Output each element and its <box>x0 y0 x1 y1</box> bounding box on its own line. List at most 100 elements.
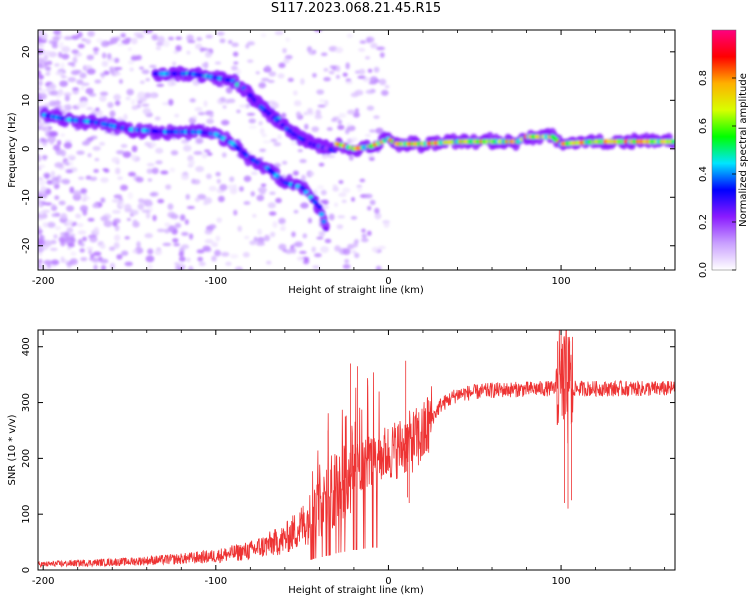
heatmap-noise-cell <box>82 236 87 242</box>
heatmap-noise-cell <box>167 203 174 211</box>
heatmap-noise-cell <box>69 233 76 237</box>
spectrogram-heatmap <box>38 30 675 270</box>
heatmap-noise-cell <box>162 242 172 247</box>
heatmap-noise-cell <box>179 262 184 268</box>
snr-x-tick-label: 0 <box>385 576 391 587</box>
heatmap-noise-cell <box>116 43 125 47</box>
heatmap-noise-cell <box>151 167 159 175</box>
heatmap-noise-cell <box>245 43 250 49</box>
heatmap-noise-cell <box>311 246 316 253</box>
spectrogram-x-tick-label: 0 <box>385 276 391 287</box>
heatmap-noise-cell <box>152 214 157 222</box>
heatmap-noise-cell <box>121 250 129 256</box>
heatmap-noise-cell <box>118 79 123 85</box>
heatmap-noise-cell <box>338 113 347 118</box>
heatmap-noise-cell <box>51 41 58 48</box>
heatmap-noise-cell <box>342 248 351 256</box>
heatmap-noise-cell <box>38 164 46 169</box>
heatmap-noise-cell <box>38 263 42 269</box>
heatmap-noise-cell <box>336 224 344 230</box>
heatmap-noise-cell <box>51 203 56 210</box>
heatmap-noise-cell <box>160 170 169 175</box>
heatmap-noise-cell <box>314 114 323 120</box>
heatmap-noise-cell <box>308 50 316 56</box>
heatmap-noise-cell <box>367 68 373 73</box>
heatmap-noise-cell <box>156 228 165 233</box>
heatmap-noise-cell <box>150 142 157 148</box>
heatmap-noise-cell <box>261 133 267 138</box>
heatmap-noise-cell <box>320 246 330 254</box>
heatmap-noise-cell <box>334 245 341 252</box>
heatmap-noise-cell <box>319 98 325 103</box>
heatmap-noise-cell <box>90 176 98 181</box>
heatmap-noise-cell <box>38 74 44 80</box>
snr-panel: -200 -100 0 100 0 100 200 300 400 Height of stra… <box>7 329 676 596</box>
heatmap-noise-cell <box>48 100 58 107</box>
heatmap-noise-cell <box>50 90 59 96</box>
heatmap-noise-cell <box>196 36 203 42</box>
heatmap-noise-cell <box>145 212 151 219</box>
heatmap-noise-cell <box>61 178 71 185</box>
heatmap-noise-cell <box>95 109 103 117</box>
heatmap-noise-cell <box>46 221 56 228</box>
snr-y-tick-label: 200 <box>21 449 32 468</box>
heatmap-noise-cell <box>278 243 287 251</box>
heatmap-noise-cell <box>165 184 172 190</box>
heatmap-noise-cell <box>86 106 94 111</box>
heatmap-noise-cell <box>78 176 85 180</box>
heatmap-noise-cell <box>295 111 302 118</box>
heatmap-noise-cell <box>60 75 67 79</box>
heatmap-noise-cell <box>101 60 109 67</box>
heatmap-noise-cell <box>77 230 87 235</box>
heatmap-noise-cell <box>344 258 350 264</box>
heatmap-noise-cell <box>53 30 62 36</box>
heatmap-noise-cell <box>167 36 175 41</box>
heatmap-noise-cell <box>49 247 58 251</box>
heatmap-noise-cell <box>172 61 177 66</box>
heatmap-noise-cell <box>81 100 88 107</box>
snr-x-tick-label: -200 <box>32 576 55 587</box>
spectrogram-x-tick-label: 100 <box>552 276 571 287</box>
heatmap-noise-cell <box>38 226 42 230</box>
heatmap-noise-cell <box>204 229 213 235</box>
heatmap-noise-cell <box>174 222 182 229</box>
heatmap-noise-cell <box>262 140 272 144</box>
heatmap-noise-cell <box>75 213 82 219</box>
heatmap-noise-cell <box>268 71 277 77</box>
heatmap-noise-cell <box>256 194 265 202</box>
heatmap-noise-cell <box>284 54 293 60</box>
heatmap-noise-cell <box>231 42 239 47</box>
heatmap-noise-cell <box>65 219 74 226</box>
heatmap-noise-cell <box>337 119 343 125</box>
heatmap-noise-cell <box>85 175 92 180</box>
heatmap-noise-cell <box>194 197 200 203</box>
snr-x-tick-label: 100 <box>552 576 571 587</box>
heatmap-noise-cell <box>370 42 378 49</box>
heatmap-noise-cell <box>80 257 88 262</box>
heatmap-noise-cell <box>79 72 87 79</box>
heatmap-noise-cell <box>174 262 180 266</box>
heatmap-noise-cell <box>130 99 136 105</box>
heatmap-noise-cell <box>145 255 155 263</box>
heatmap-noise-cell <box>125 96 131 101</box>
heatmap-noise-cell <box>270 138 278 143</box>
heatmap-noise-cell <box>170 82 177 86</box>
snr-x-axis-label: Height of straight line (km) <box>288 585 424 596</box>
heatmap-noise-cell <box>38 69 42 76</box>
heatmap-noise-cell <box>72 56 78 64</box>
heatmap-noise-cell <box>211 255 217 262</box>
heatmap-noise-cell <box>155 147 164 154</box>
heatmap-noise-cell <box>267 79 275 83</box>
heatmap-noise-cell <box>63 36 73 41</box>
heatmap-noise-cell <box>278 217 286 225</box>
heatmap-noise-cell <box>345 80 353 85</box>
heatmap-noise-cell <box>51 213 58 218</box>
heatmap-noise-cell <box>367 205 372 211</box>
heatmap-noise-cell <box>178 251 184 258</box>
heatmap-noise-cell <box>323 68 329 72</box>
heatmap-noise-cell <box>314 253 322 258</box>
heatmap-noise-cell <box>44 202 52 206</box>
heatmap-noise-cell <box>132 249 138 254</box>
heatmap-noise-cell <box>312 72 317 78</box>
heatmap-noise-cell <box>51 180 58 186</box>
